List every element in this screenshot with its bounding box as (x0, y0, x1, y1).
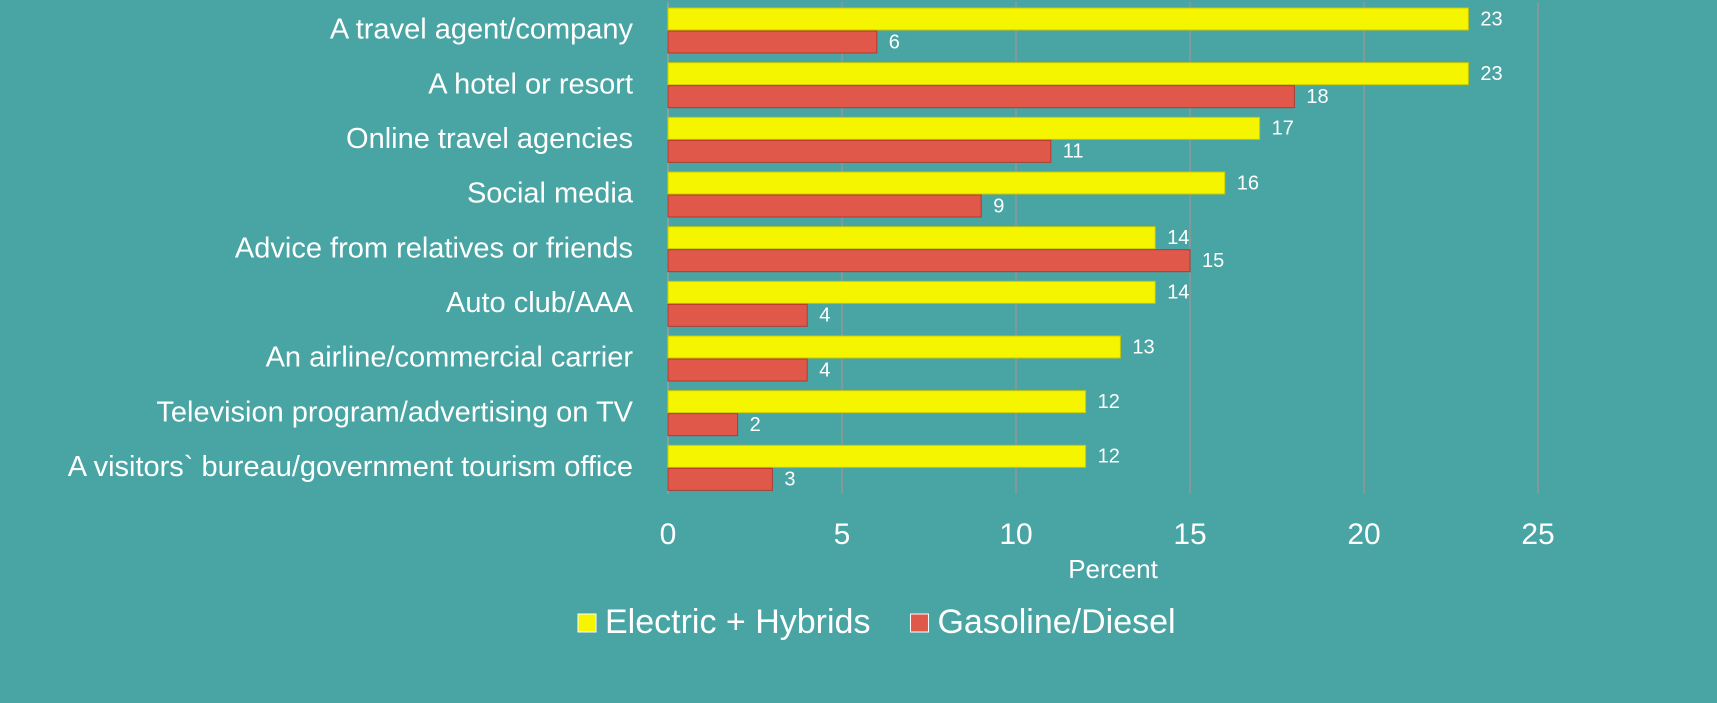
bar (667, 467, 773, 491)
x-tick-label: 0 (660, 518, 677, 551)
data-label: 18 (1306, 86, 1328, 108)
data-label: 12 (1098, 391, 1120, 413)
bar (667, 7, 1469, 31)
y-tick-label: A visitors` bureau/government tourism of… (68, 451, 633, 483)
data-label: 4 (819, 305, 830, 327)
legend-label: Gasoline/Diesel (937, 603, 1175, 641)
data-label: 23 (1480, 63, 1502, 85)
legend-swatch (577, 613, 597, 633)
data-label: 16 (1237, 172, 1259, 194)
y-tick-label: Advice from relatives or friends (235, 232, 633, 264)
bar (667, 116, 1261, 140)
bar (667, 30, 878, 54)
data-label: 3 (784, 469, 795, 491)
data-label: 14 (1167, 282, 1189, 304)
y-tick-label: Television program/advertising on TV (156, 396, 633, 428)
bar (667, 62, 1469, 86)
data-label: 23 (1480, 8, 1502, 30)
y-tick-label: A hotel or resort (428, 68, 633, 100)
bar (667, 280, 1156, 304)
legend-label: Electric + Hybrids (605, 603, 870, 641)
bar (667, 390, 1087, 414)
x-tick-label: 15 (1173, 518, 1206, 551)
bar (667, 413, 739, 437)
x-tick-label: 25 (1521, 518, 1554, 551)
data-label: 11 (1063, 141, 1084, 163)
data-label: 9 (993, 195, 1004, 217)
x-tick-label: 10 (999, 518, 1032, 551)
y-tick-label: An airline/commercial carrier (266, 342, 634, 374)
data-label: 13 (1132, 336, 1154, 358)
bar (667, 85, 1295, 109)
bar (667, 249, 1191, 273)
bar (667, 303, 808, 327)
bar (667, 139, 1052, 163)
x-tick-label: 5 (834, 518, 851, 551)
y-tick-label: A travel agent/company (330, 14, 634, 46)
bar (667, 226, 1156, 250)
data-label: 12 (1098, 446, 1120, 468)
legend-swatch (909, 613, 929, 633)
x-tick-label: 20 (1347, 518, 1380, 551)
data-label: 15 (1202, 250, 1224, 272)
bar (667, 194, 982, 218)
bar (667, 358, 808, 382)
data-label: 2 (750, 414, 761, 436)
bar (667, 171, 1226, 195)
data-label: 14 (1167, 227, 1189, 249)
y-tick-label: Online travel agencies (346, 123, 633, 155)
bar (667, 335, 1121, 359)
data-label: 6 (889, 31, 900, 53)
x-axis-label: Percent (1068, 554, 1158, 584)
data-label: 17 (1272, 118, 1294, 140)
y-tick-label: Social media (467, 178, 634, 210)
bar (667, 444, 1087, 468)
data-label: 4 (819, 359, 830, 381)
y-tick-label: Auto club/AAA (446, 287, 634, 319)
